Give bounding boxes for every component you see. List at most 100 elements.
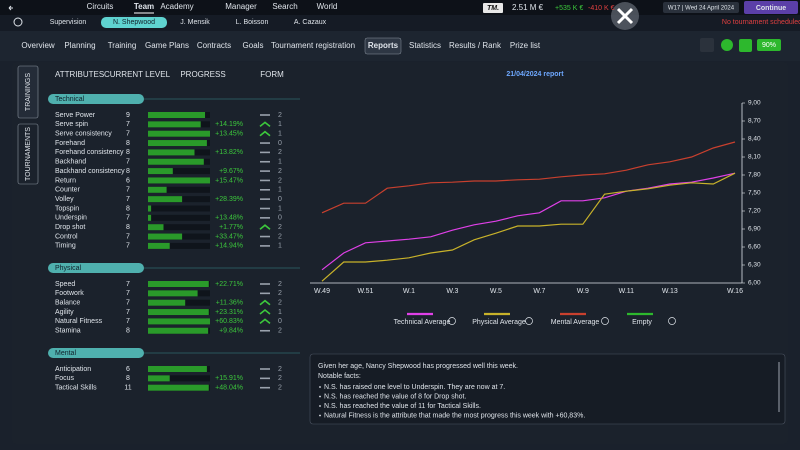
attribute-level: 7 [126, 159, 130, 166]
menu-item[interactable]: Tournament registration [271, 41, 355, 50]
attribute-level: 9 [126, 112, 130, 119]
form: 2 [278, 224, 282, 231]
nav-item[interactable]: Search [272, 2, 297, 11]
attribute-level: 7 [126, 215, 130, 222]
player-tab[interactable]: N. Shepwood [113, 19, 155, 26]
attribute-level: 7 [126, 290, 130, 297]
attribute-level: 7 [126, 300, 130, 307]
bar-fill [148, 158, 204, 165]
menu-item[interactable]: Statistics [409, 41, 441, 50]
side-tab-label[interactable]: TRAININGS [25, 73, 32, 111]
attribute-level: 8 [126, 375, 130, 382]
edit-icon[interactable] [525, 317, 533, 325]
menu-item[interactable]: Contracts [197, 41, 231, 50]
form: 2 [278, 149, 282, 156]
section-title: Physical [55, 265, 82, 272]
section-pill [48, 348, 144, 358]
x-tick-label: W.11 [619, 288, 635, 295]
form: 1 [278, 243, 282, 250]
bar-track [148, 168, 210, 175]
section-pill [48, 94, 144, 104]
player-tab[interactable]: Supervision [50, 19, 87, 26]
attribute-level: 7 [126, 318, 130, 325]
attribute-level: 7 [126, 121, 130, 128]
progress: +23.31% [215, 309, 243, 316]
progress: +11.36% [216, 300, 243, 307]
section-title: Technical [55, 96, 85, 103]
menu-item[interactable]: Training [108, 41, 137, 50]
menu-item[interactable]: Results / Rank [449, 41, 502, 50]
side-tab-label[interactable]: TOURNAMENTS [25, 127, 32, 181]
nav-item[interactable]: Team [134, 2, 154, 11]
side-tab[interactable] [17, 123, 39, 185]
menu-item[interactable]: Goals [243, 41, 264, 50]
form: 2 [278, 177, 282, 184]
logo-box [483, 3, 503, 13]
column-header: ATTRIBUTES [55, 70, 104, 79]
bar-fill [148, 384, 209, 391]
legend-label[interactable]: Technical Average [394, 319, 451, 326]
player-tab[interactable]: A. Cazaux [294, 19, 327, 26]
continue-btn[interactable] [744, 1, 798, 14]
menu-item[interactable]: Game Plans [145, 41, 189, 50]
bar-fill [148, 168, 173, 175]
bar-track [148, 214, 210, 221]
legend-label[interactable]: Mental Average [551, 319, 600, 326]
edit-icon[interactable] [668, 317, 676, 325]
x-tick-label: W.1 [403, 288, 415, 295]
player-tab[interactable]: J. Mensik [180, 19, 210, 26]
nav-item[interactable]: Manager [225, 2, 257, 11]
y-tick-label: 9,00 [748, 100, 761, 107]
attribute-name: Volley [55, 196, 74, 203]
bar-fill [148, 121, 201, 128]
menu-item[interactable]: Prize list [510, 41, 541, 50]
side-tab[interactable] [17, 65, 39, 119]
bar-fill [148, 196, 183, 203]
edit-icon[interactable] [601, 317, 609, 325]
attribute-level: 8 [126, 140, 130, 147]
nav-item[interactable]: Circuits [87, 2, 114, 11]
trend-up [259, 121, 271, 127]
form: 1 [278, 309, 282, 316]
avatar[interactable] [700, 38, 714, 52]
player-tab[interactable]: L. Boisson [236, 19, 269, 26]
form: 1 [278, 187, 282, 194]
y-tick-label: 7,50 [748, 190, 761, 197]
attribute-name: Forehand consistency [55, 149, 124, 156]
chart-title: 21/04/2024 report [506, 71, 564, 78]
attribute-name: Topspin [55, 205, 79, 212]
menu-item[interactable]: Reports [368, 41, 399, 50]
morale: 90% [762, 42, 776, 49]
morale-box [757, 39, 781, 51]
attribute-level: 6 [126, 366, 130, 373]
form: 2 [278, 168, 282, 175]
bar-track [148, 224, 210, 231]
form: 0 [278, 196, 282, 203]
form: 1 [278, 121, 282, 128]
edit-icon[interactable] [448, 317, 456, 325]
attribute-level: 11 [124, 385, 131, 392]
form: 1 [278, 131, 282, 138]
attribute-level: 8 [126, 224, 130, 231]
nav-item[interactable]: Academy [160, 2, 193, 11]
nav-item[interactable]: World [317, 2, 338, 11]
legend-label[interactable]: Empty [632, 319, 652, 326]
continue[interactable]: Continue [756, 5, 786, 12]
back-icon[interactable] [8, 5, 13, 11]
y-tick-label: 7,20 [748, 208, 761, 215]
attribute-name: Serve Power [55, 112, 96, 119]
menu-item[interactable]: Overview [21, 41, 55, 50]
help-icon[interactable] [13, 17, 23, 27]
attribute-name: Forehand [55, 140, 85, 147]
trend-up [259, 130, 271, 137]
form: 2 [278, 385, 282, 392]
legend-label[interactable]: Physical Average [472, 319, 526, 326]
content-panel [12, 62, 788, 444]
menu-item[interactable]: Planning [64, 41, 95, 50]
bar-fill [148, 177, 210, 184]
attribute-name: Agility [55, 309, 74, 316]
form: 2 [278, 281, 282, 288]
x-tick-label: W.51 [357, 288, 373, 295]
progress: +60.83% [215, 318, 243, 325]
